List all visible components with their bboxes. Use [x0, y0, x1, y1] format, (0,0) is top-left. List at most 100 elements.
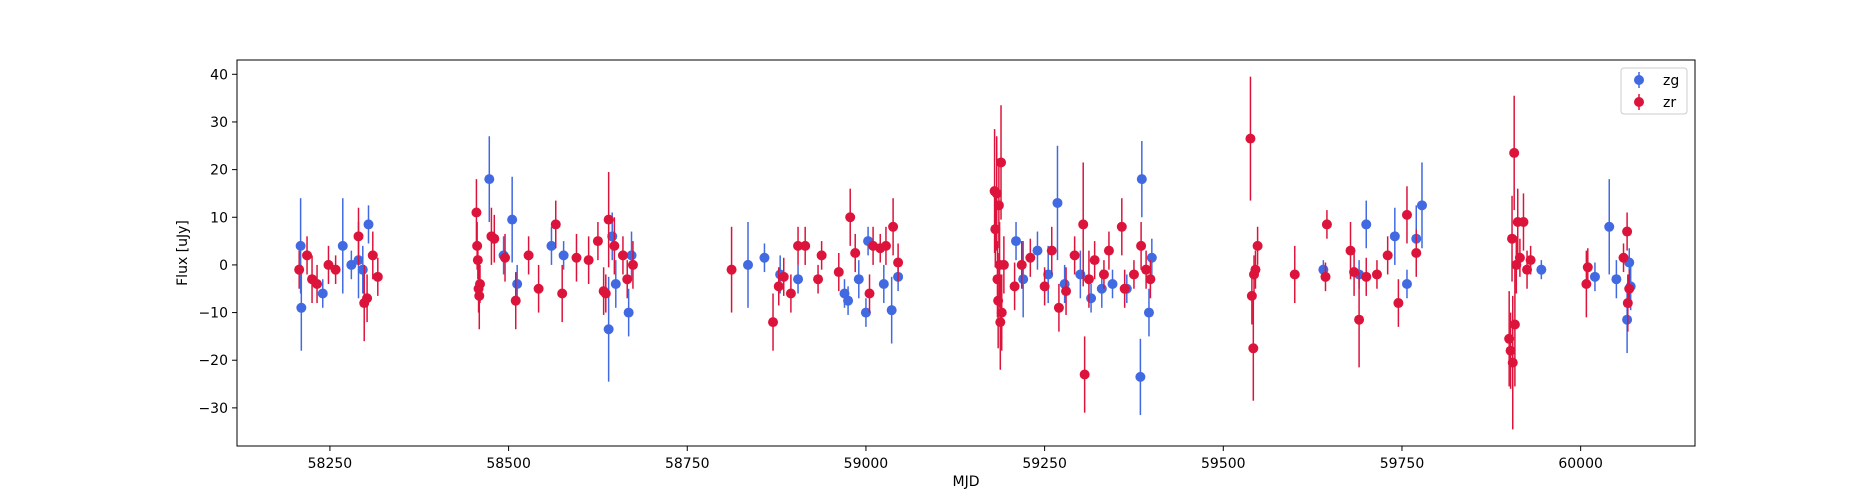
point-zr-111	[1518, 217, 1529, 228]
point-zr-81	[1136, 240, 1147, 251]
point-zr-26	[583, 255, 594, 266]
point-zr-89	[1252, 240, 1263, 251]
x-tick-label-58750: 58750	[665, 456, 710, 472]
point-zr-95	[1354, 314, 1365, 325]
point-zr-36	[768, 317, 779, 328]
point-zr-117	[1622, 226, 1633, 237]
y-tick-label-30: 30	[210, 115, 228, 131]
point-zr-13	[472, 255, 483, 266]
point-zr-92	[1321, 219, 1332, 230]
point-zg-16	[610, 278, 621, 289]
point-zg-14	[603, 324, 614, 335]
point-zg-8	[484, 174, 495, 185]
point-zr-8	[362, 293, 373, 304]
x-tick-label-59250: 59250	[1022, 456, 1067, 472]
point-zg-6	[357, 264, 368, 275]
y-tick-label-0: 0	[219, 258, 228, 274]
legend-label-zg: zg	[1663, 73, 1679, 89]
point-zr-23	[550, 219, 561, 230]
point-zr-42	[813, 274, 824, 285]
point-zr-77	[1103, 245, 1114, 256]
point-zg-17	[623, 307, 634, 318]
point-zr-0	[294, 264, 305, 275]
point-zg-48	[1361, 219, 1372, 230]
y-axis-label: Flux [uJy]	[175, 220, 191, 286]
point-zr-21	[523, 250, 534, 261]
point-zr-113	[1525, 255, 1536, 266]
point-zg-2	[317, 288, 328, 299]
point-zr-39	[785, 288, 796, 299]
y-tick-label-40: 40	[210, 67, 228, 83]
x-tick-label-58500: 58500	[486, 456, 531, 472]
point-zr-27	[592, 236, 603, 247]
point-zg-3	[337, 240, 348, 251]
point-zg-26	[860, 307, 871, 318]
point-zr-68	[1046, 245, 1057, 256]
legend-item-zr: zr	[1634, 94, 1676, 111]
point-zr-98	[1382, 250, 1393, 261]
point-zr-90	[1289, 269, 1300, 280]
point-zr-67	[1039, 281, 1050, 292]
point-zr-115	[1582, 262, 1593, 273]
point-zg-34	[1052, 197, 1063, 208]
point-zr-20	[510, 295, 521, 306]
legend-item-zg: zg	[1634, 72, 1679, 89]
point-zg-50	[1401, 278, 1412, 289]
point-zr-66	[1025, 252, 1036, 263]
point-zr-11	[471, 207, 482, 218]
point-zr-71	[1069, 250, 1080, 261]
point-zg-4	[346, 259, 357, 270]
point-zg-39	[1096, 283, 1107, 294]
point-zr-112	[1522, 264, 1533, 275]
point-zr-60	[995, 317, 1006, 328]
point-zr-80	[1128, 269, 1139, 280]
point-zg-25	[853, 274, 864, 285]
point-zr-106	[1509, 147, 1520, 158]
point-zg-55	[1604, 221, 1615, 232]
series-layer	[294, 76, 1636, 430]
point-zr-41	[800, 240, 811, 251]
point-zg-19	[743, 259, 754, 270]
point-zr-74	[1083, 274, 1094, 285]
point-zr-46	[850, 248, 861, 258]
point-zg-28	[878, 278, 889, 289]
y-tick-label--10: −10	[198, 306, 228, 322]
point-zr-107	[1509, 319, 1520, 330]
point-zr-37	[773, 281, 784, 292]
point-zr-19	[500, 252, 511, 263]
point-zr-118	[1622, 298, 1633, 309]
plot-frame	[236, 59, 1696, 447]
legend: zg zr	[1620, 67, 1688, 115]
point-zr-76	[1098, 269, 1109, 280]
x-axis-ticks: 58250 58500 58750 59000 59250 59500 59750 60000	[308, 446, 1603, 472]
point-zr-88	[1250, 264, 1261, 275]
point-zr-50	[880, 240, 891, 251]
point-zg-0	[295, 240, 306, 251]
point-zr-82	[1141, 264, 1152, 275]
point-zr-45	[845, 212, 856, 223]
point-zg-11	[512, 278, 523, 289]
point-zg-45	[1146, 252, 1157, 263]
x-tick-label-58250: 58250	[308, 456, 353, 472]
point-zg-29	[886, 305, 897, 316]
point-zr-79	[1119, 283, 1130, 294]
point-zr-75	[1089, 255, 1100, 266]
point-zg-53	[1536, 264, 1547, 275]
point-zr-34	[627, 259, 638, 270]
point-zg-35	[1043, 269, 1054, 280]
point-zr-18	[489, 233, 500, 244]
legend-marker-zr	[1634, 97, 1644, 107]
point-zr-22	[533, 283, 544, 294]
x-tick-label-59000: 59000	[844, 456, 889, 472]
point-zr-30	[603, 214, 614, 225]
point-zr-3	[312, 278, 323, 289]
point-zg-44	[1143, 307, 1154, 318]
point-zr-64	[1009, 281, 1020, 292]
point-zg-56	[1611, 274, 1622, 285]
point-zr-78	[1116, 221, 1127, 232]
point-zg-40	[1107, 278, 1118, 289]
point-zg-10	[507, 214, 518, 225]
point-zr-35	[726, 264, 737, 275]
legend-marker-zg	[1634, 75, 1644, 85]
